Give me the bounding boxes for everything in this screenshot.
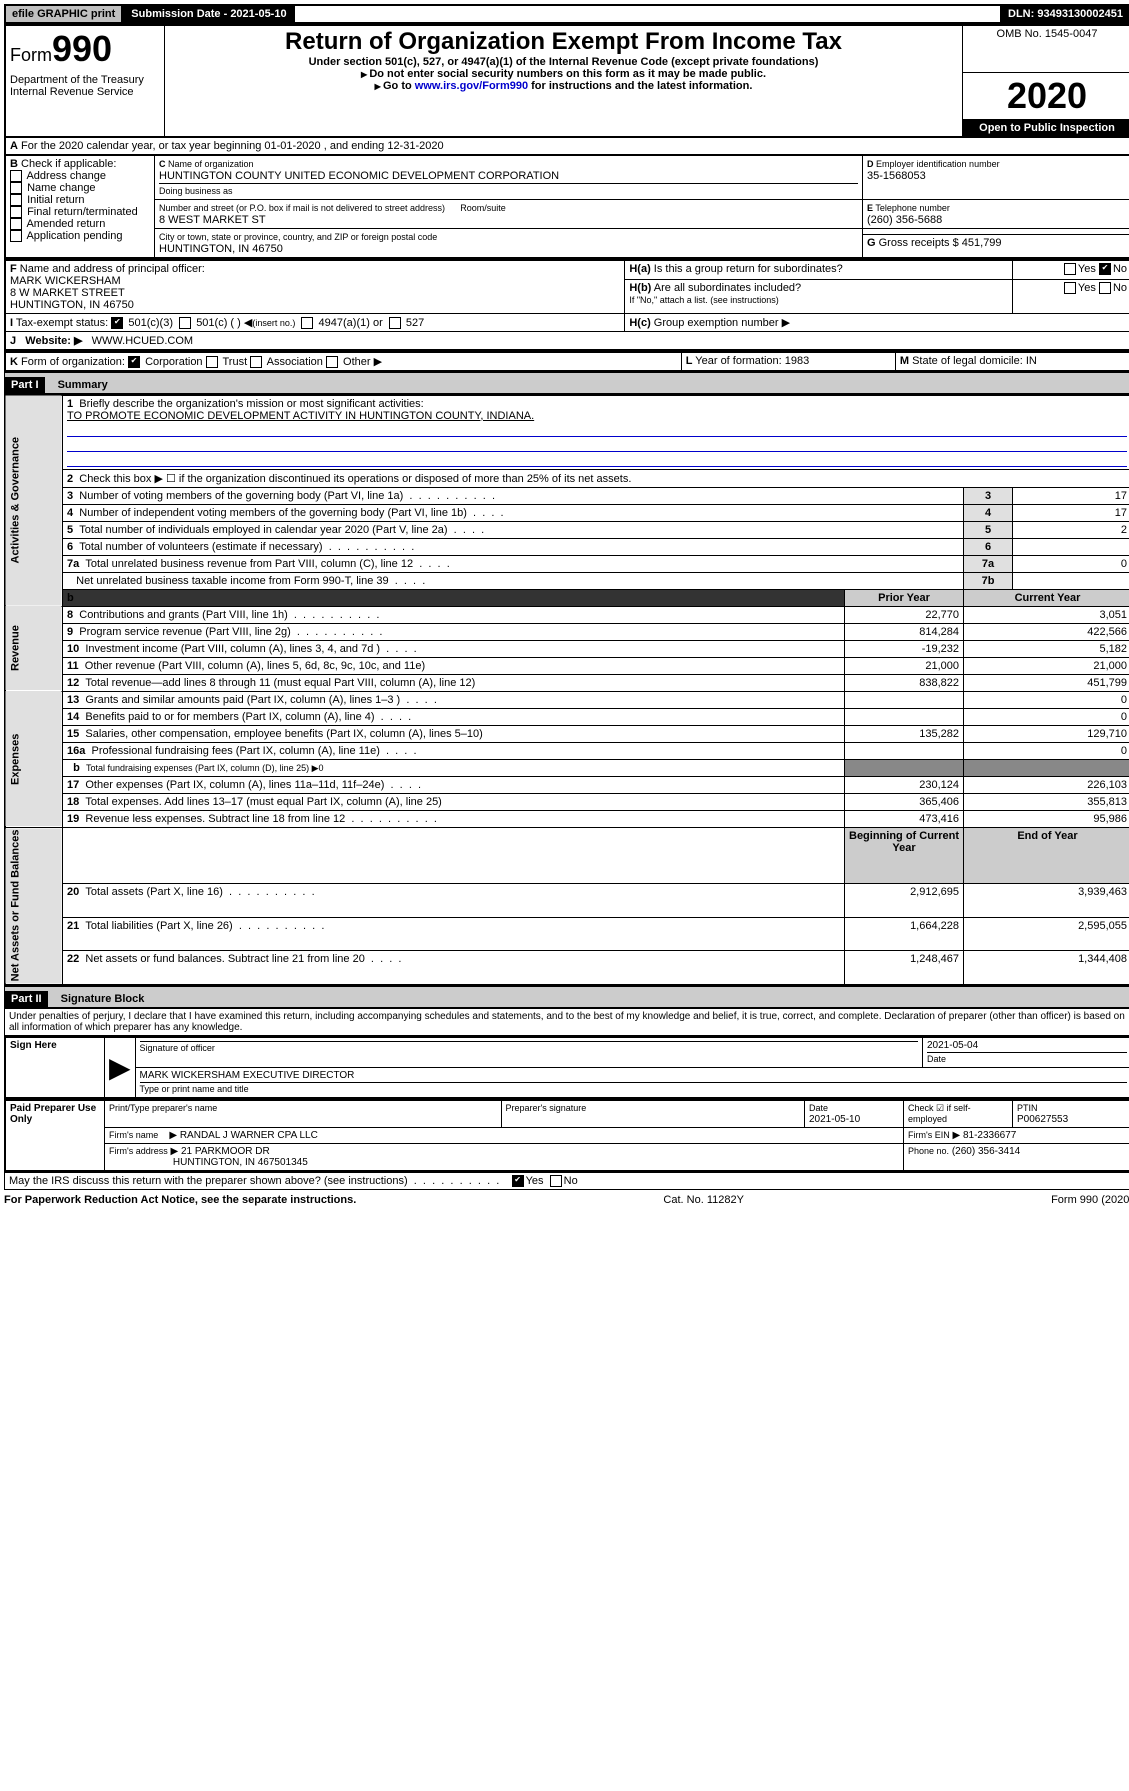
checkbox-address-change[interactable] bbox=[10, 170, 22, 182]
part2-bar: Part II bbox=[5, 991, 48, 1007]
officer-status: F Name and address of principal officer:… bbox=[4, 259, 1129, 351]
cb-501c3[interactable] bbox=[111, 317, 123, 329]
year-formation: 1983 bbox=[785, 355, 809, 367]
summary-table: Activities & Governance 1 Briefly descri… bbox=[4, 394, 1129, 986]
val-5: 2 bbox=[1013, 521, 1129, 538]
street-address: 8 WEST MARKET ST bbox=[159, 214, 266, 226]
val-6 bbox=[1013, 538, 1129, 555]
sign-date: 2021-05-04 bbox=[927, 1040, 978, 1051]
dln: DLN: 93493130002451 bbox=[1000, 6, 1129, 22]
signer-name: MARK WICKERSHAM EXECUTIVE DIRECTOR bbox=[140, 1070, 355, 1081]
footer: For Paperwork Reduction Act Notice, see … bbox=[4, 1190, 1129, 1206]
subtitle-3: Go to www.irs.gov/Form990 for instructio… bbox=[169, 80, 958, 92]
val-3: 17 bbox=[1013, 487, 1129, 504]
side-governance: Activities & Governance bbox=[5, 395, 63, 607]
irs-link[interactable]: www.irs.gov/Form990 bbox=[415, 80, 528, 92]
part1-bar: Part I bbox=[5, 377, 45, 393]
checkbox-amended[interactable] bbox=[10, 218, 22, 230]
org-name: HUNTINGTON COUNTY UNITED ECONOMIC DEVELO… bbox=[159, 170, 559, 182]
form-number: 990 bbox=[52, 28, 112, 69]
tax-year: 2020 bbox=[963, 72, 1129, 119]
sign-arrow-icon: ▶ bbox=[105, 1037, 136, 1098]
telephone: (260) 356-5688 bbox=[867, 214, 942, 226]
form-header: Form990 Return of Organization Exempt Fr… bbox=[4, 24, 1129, 138]
cb-4947[interactable] bbox=[301, 317, 313, 329]
cb-trust[interactable] bbox=[206, 356, 218, 368]
city-state-zip: HUNTINGTON, IN 46750 bbox=[159, 243, 283, 255]
hb-yes[interactable] bbox=[1064, 282, 1076, 294]
ptin: P00627553 bbox=[1017, 1114, 1068, 1125]
hb-no[interactable] bbox=[1099, 282, 1111, 294]
side-net: Net Assets or Fund Balances bbox=[5, 827, 63, 984]
b-label: Check if applicable: bbox=[21, 158, 116, 170]
subtitle-2: Do not enter social security numbers on … bbox=[169, 68, 958, 80]
paid-preparer-label: Paid Preparer Use Only bbox=[5, 1100, 105, 1171]
ha-yes[interactable] bbox=[1064, 263, 1076, 275]
subtitle-1: Under section 501(c), 527, or 4947(a)(1)… bbox=[169, 56, 958, 68]
form-label: Form bbox=[10, 45, 52, 65]
checkbox-final-return[interactable] bbox=[10, 206, 22, 218]
checkbox-name-change[interactable] bbox=[10, 182, 22, 194]
firm-name: RANDAL J WARNER CPA LLC bbox=[180, 1130, 318, 1141]
dept-treasury: Department of the Treasury Internal Reve… bbox=[10, 74, 144, 98]
gross-receipts: 451,799 bbox=[962, 237, 1002, 249]
side-revenue: Revenue bbox=[5, 606, 63, 691]
website[interactable]: WWW.HCUED.COM bbox=[92, 335, 193, 347]
discuss-row: May the IRS discuss this return with the… bbox=[4, 1172, 1129, 1190]
side-expenses: Expenses bbox=[5, 691, 63, 827]
efile-print-button[interactable]: efile GRAPHIC print bbox=[6, 6, 123, 22]
officer-name: MARK WICKERSHAM bbox=[10, 275, 121, 287]
firm-phone: (260) 356-3414 bbox=[952, 1146, 1020, 1157]
declaration: Under penalties of perjury, I declare th… bbox=[4, 1008, 1129, 1036]
form-title: Return of Organization Exempt From Incom… bbox=[169, 28, 958, 56]
checkbox-initial-return[interactable] bbox=[10, 194, 22, 206]
open-public-badge: Open to Public Inspection bbox=[963, 119, 1129, 137]
cb-assoc[interactable] bbox=[250, 356, 262, 368]
cb-corp[interactable] bbox=[128, 356, 140, 368]
part2-title: Signature Block bbox=[51, 993, 145, 1005]
discuss-no[interactable] bbox=[550, 1175, 562, 1187]
checkbox-app-pending[interactable] bbox=[10, 230, 22, 242]
sign-here-label: Sign Here bbox=[5, 1037, 105, 1098]
omb-number: OMB No. 1545-0047 bbox=[997, 28, 1098, 40]
part1-title: Summary bbox=[48, 379, 108, 391]
firm-ein: 81-2336677 bbox=[963, 1130, 1016, 1141]
ha-no[interactable] bbox=[1099, 263, 1111, 275]
val-7a: 0 bbox=[1013, 555, 1129, 572]
mission: TO PROMOTE ECONOMIC DEVELOPMENT ACTIVITY… bbox=[67, 410, 534, 422]
submission-date: Submission Date - 2021-05-10 bbox=[123, 6, 294, 22]
val-4: 17 bbox=[1013, 504, 1129, 521]
entity-info: B Check if applicable: Address change Na… bbox=[4, 154, 1129, 259]
preparer-block: Paid Preparer Use Only Print/Type prepar… bbox=[4, 1099, 1129, 1172]
signature-block: Sign Here ▶ Signature of officer 2021-05… bbox=[4, 1036, 1129, 1099]
top-bar: efile GRAPHIC print Submission Date - 20… bbox=[4, 4, 1129, 24]
form-org: K Form of organization: Corporation Trus… bbox=[4, 351, 1129, 372]
line-a: A For the 2020 calendar year, or tax yea… bbox=[4, 138, 1129, 154]
state-domicile: IN bbox=[1026, 355, 1037, 367]
cb-527[interactable] bbox=[389, 317, 401, 329]
val-7b bbox=[1013, 572, 1129, 589]
cb-501c[interactable] bbox=[179, 317, 191, 329]
cb-other[interactable] bbox=[326, 356, 338, 368]
ein: 35-1568053 bbox=[867, 170, 926, 182]
discuss-yes[interactable] bbox=[512, 1175, 524, 1187]
